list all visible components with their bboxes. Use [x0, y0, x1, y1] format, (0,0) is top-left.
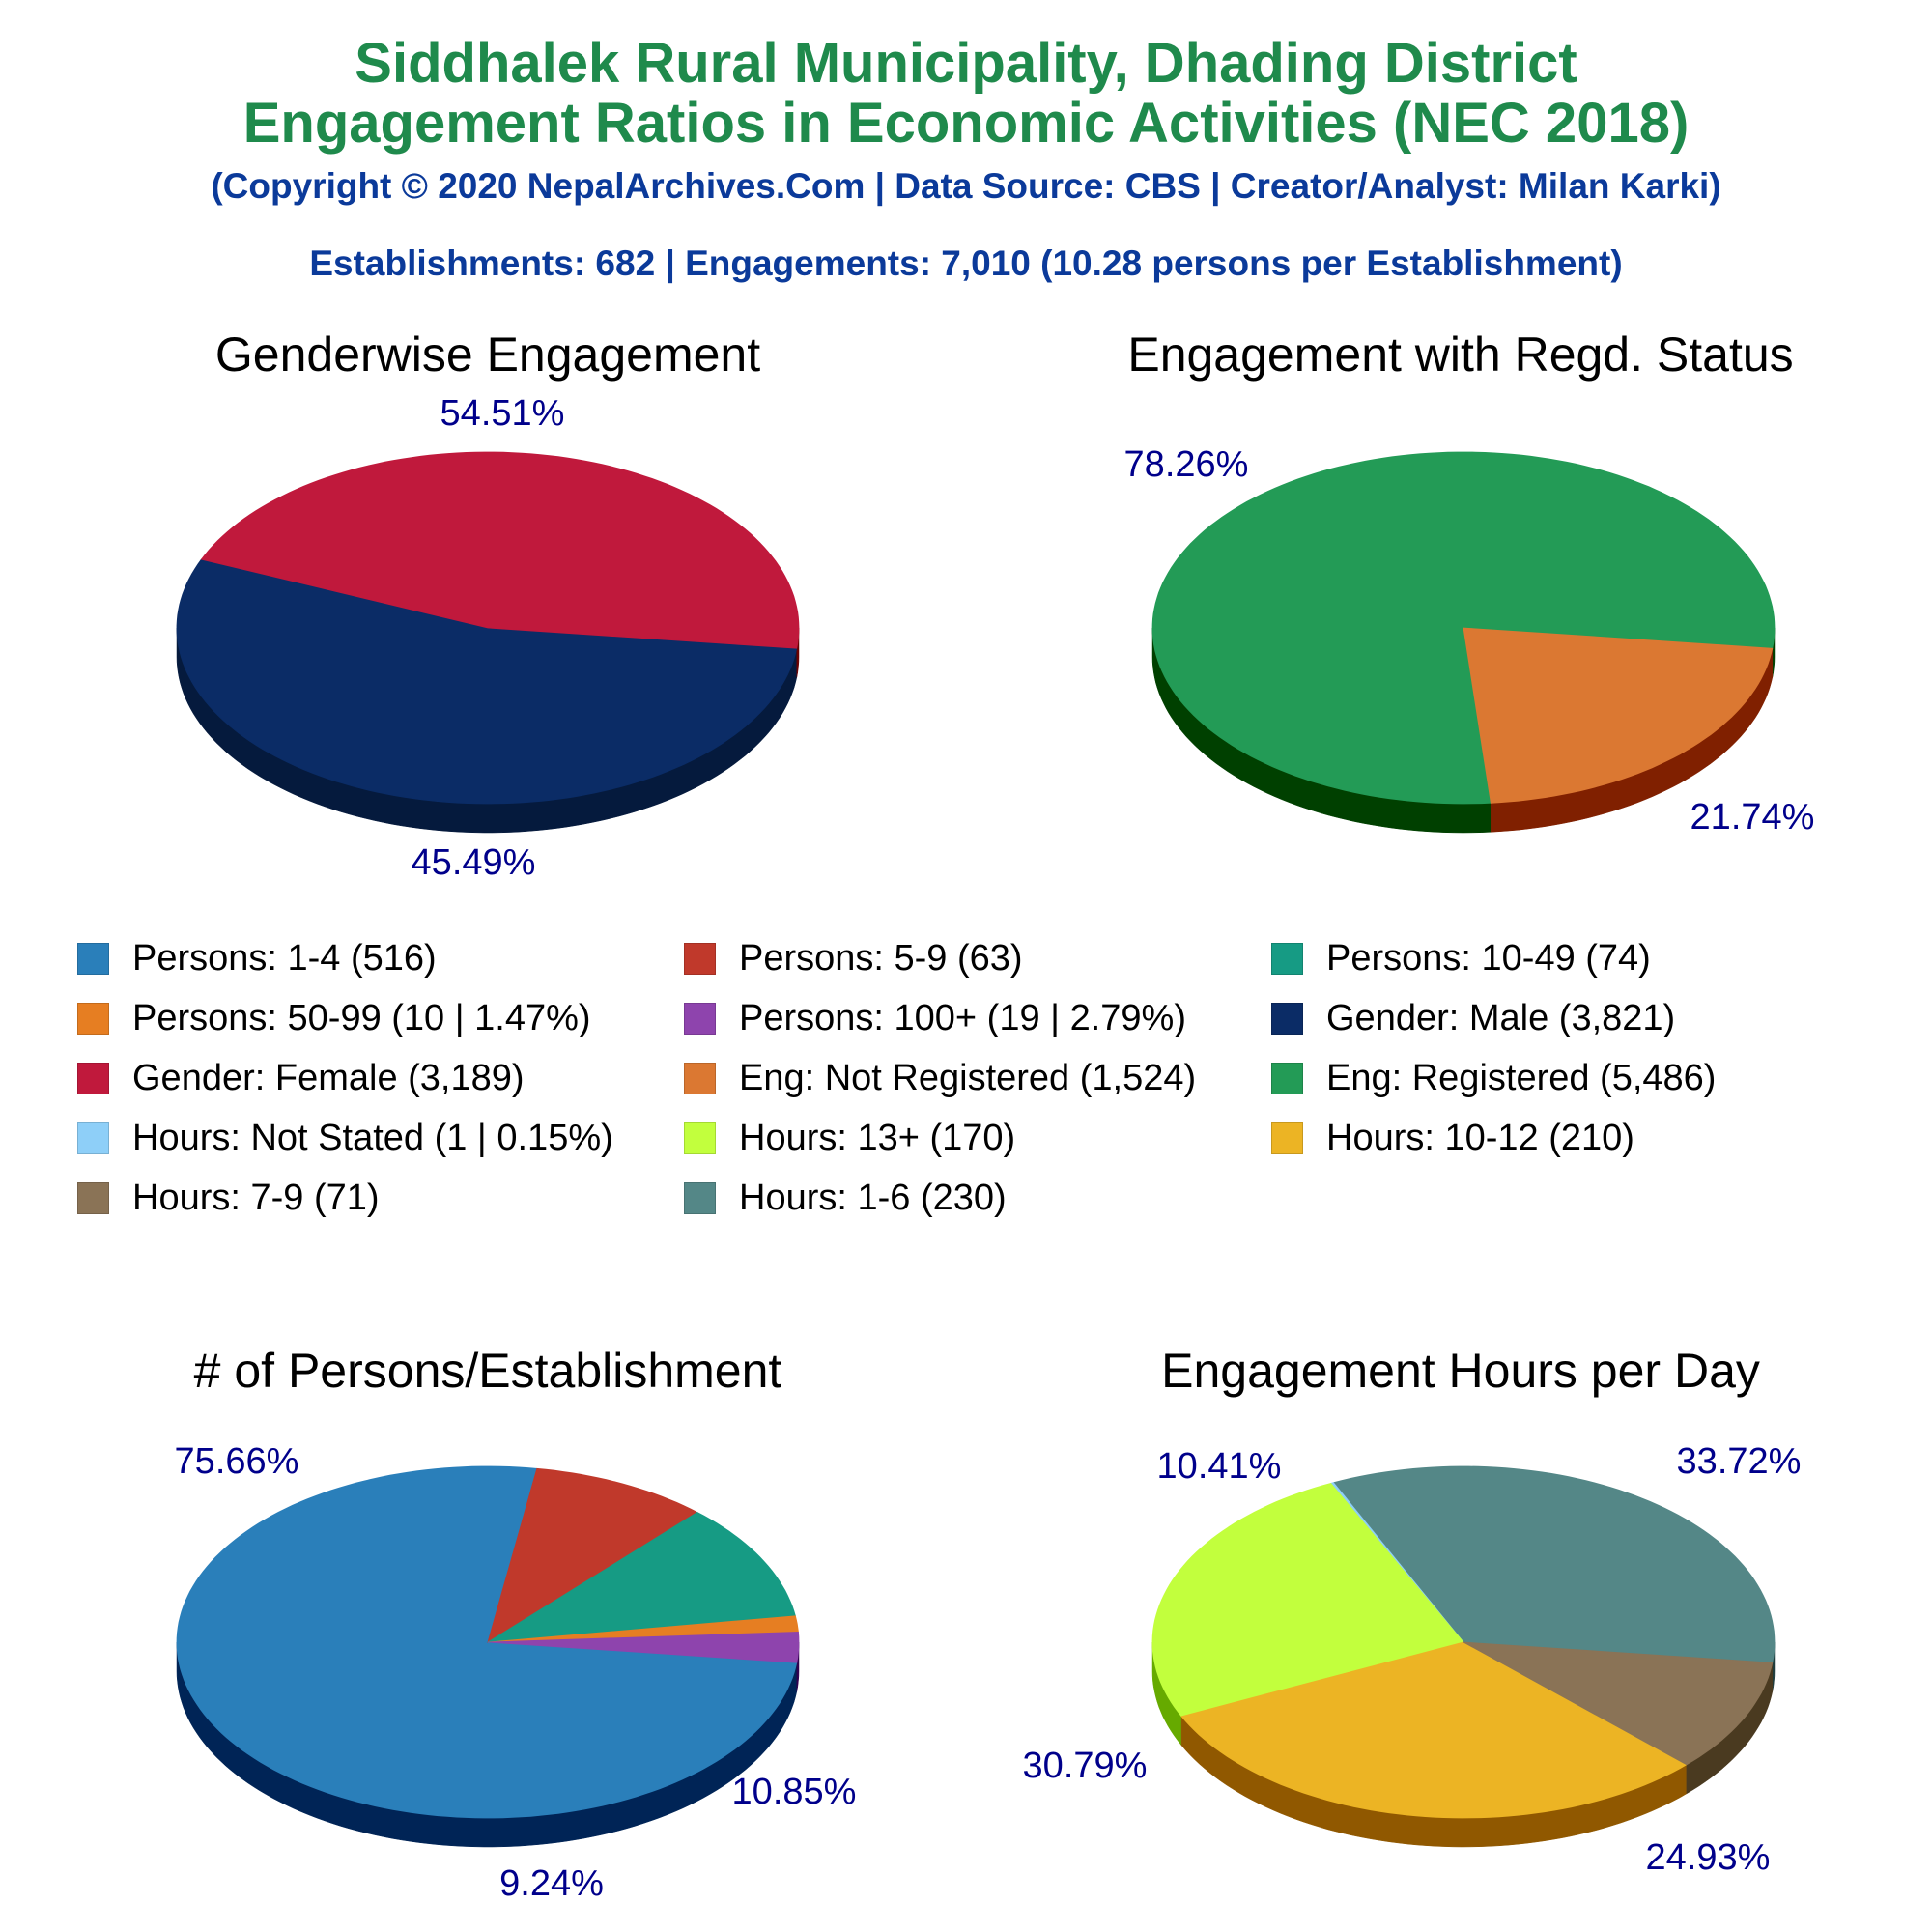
legend-label: Hours: Not Stated (1 | 0.15%): [132, 1117, 613, 1158]
legend-item: Persons: 50-99 (10 | 1.47%): [77, 997, 591, 1039]
pie-title-hours: Engagement Hours per Day: [1161, 1344, 1760, 1398]
pie-slice: [1463, 1641, 1774, 1766]
pie-slice: [176, 558, 798, 805]
legend-label: Persons: 10-49 (74): [1326, 937, 1651, 979]
legend-label: Eng: Not Registered (1,524): [739, 1057, 1197, 1098]
legend-label: Persons: 1-4 (516): [132, 937, 437, 979]
legend-label: Hours: 7-9 (71): [132, 1177, 380, 1218]
pie-chart-4: 33.72% 24.93% 30.79% 10.41%: [1023, 1441, 1802, 1878]
legend-swatch: [77, 1181, 109, 1214]
legend-item: Hours: 1-6 (230): [684, 1177, 1007, 1219]
legend-swatch: [77, 1002, 109, 1035]
pie-percent-label: 75.66%: [175, 1441, 299, 1482]
pie-percent-label: 45.49%: [412, 842, 536, 883]
summary-text: Establishments: 682 | Engagements: 7,010…: [309, 243, 1623, 283]
legend-swatch: [684, 942, 716, 975]
pie-slice: [200, 451, 800, 649]
legend-swatch: [77, 1062, 109, 1094]
pie-percent-label: 33.72%: [1677, 1441, 1802, 1482]
legend-item: Eng: Not Registered (1,524): [684, 1057, 1196, 1099]
pie-title-regd: Engagement with Regd. Status: [1127, 327, 1794, 382]
pie-slice: [487, 1631, 800, 1663]
legend-item: Persons: 5-9 (63): [684, 937, 1023, 980]
pie-percent-label: 9.24%: [499, 1863, 604, 1904]
pie-slice: [1463, 627, 1774, 804]
legend-item: Hours: 13+ (170): [684, 1117, 1015, 1159]
legend-label: Gender: Female (3,189): [132, 1057, 525, 1098]
legend-label: Hours: 13+ (170): [739, 1117, 1016, 1158]
legend-swatch: [684, 1002, 716, 1035]
pie-percent-label: 10.41%: [1157, 1446, 1282, 1487]
legend-label: Hours: 10-12 (210): [1326, 1117, 1634, 1158]
pie-chart-1: 54.51% 45.49%: [176, 393, 800, 883]
pie-percent-label: 24.93%: [1646, 1837, 1771, 1878]
legend-label: Persons: 100+ (19 | 2.79%): [739, 997, 1186, 1038]
pie-title-gender: Genderwise Engagement: [214, 327, 761, 382]
legend-item: Gender: Male (3,821): [1271, 997, 1675, 1039]
legend-item: Hours: Not Stated (1 | 0.15%): [77, 1117, 613, 1159]
legend-swatch: [1271, 1002, 1303, 1035]
legend-item: Hours: 7-9 (71): [77, 1177, 380, 1219]
pie-slice: [1180, 1641, 1688, 1819]
legend-label: Persons: 50-99 (10 | 1.47%): [132, 997, 591, 1038]
legend-label: Persons: 5-9 (63): [739, 937, 1023, 979]
pie-slice: [1151, 1482, 1464, 1718]
pie-chart-3: 75.66% 9.24% 10.85%: [175, 1441, 857, 1904]
legend-item: Persons: 100+ (19 | 2.79%): [684, 997, 1186, 1039]
chart-title-line1: Siddhalek Rural Municipality, Dhading Di…: [355, 32, 1577, 95]
legend-swatch: [77, 942, 109, 975]
legend-swatch: [684, 1181, 716, 1214]
legend-label: Gender: Male (3,821): [1326, 997, 1676, 1038]
legend-label: Hours: 1-6 (230): [739, 1177, 1007, 1218]
legend-label: Eng: Registered (5,486): [1326, 1057, 1717, 1098]
legend-swatch: [1271, 1122, 1303, 1154]
pie-slice: [487, 1467, 698, 1643]
pie-percent-label: 10.85%: [732, 1772, 857, 1812]
pie-percent-label: 21.74%: [1690, 797, 1815, 838]
pie-title-persons: # of Persons/Establishment: [193, 1344, 782, 1398]
chart-title-line2: Engagement Ratios in Economic Activities…: [242, 92, 1690, 155]
copyright-text: (Copyright © 2020 NepalArchives.Com | Da…: [211, 166, 1721, 206]
pie-percent-label: 78.26%: [1124, 444, 1249, 485]
legend-item: Persons: 1-4 (516): [77, 937, 437, 980]
pie-percent-label: 30.79%: [1023, 1746, 1148, 1786]
pie-slice: [176, 1465, 798, 1819]
pie-chart-2: 78.26% 21.74%: [1124, 444, 1815, 838]
legend-item: Persons: 10-49 (74): [1271, 937, 1651, 980]
legend-swatch: [684, 1062, 716, 1094]
pie-slice: [1332, 1465, 1776, 1663]
pie-percent-label: 54.51%: [440, 393, 565, 434]
legend-item: Eng: Registered (5,486): [1271, 1057, 1716, 1099]
legend-swatch: [684, 1122, 716, 1154]
legend-item: Hours: 10-12 (210): [1271, 1117, 1634, 1159]
legend-swatch: [1271, 942, 1303, 975]
legend-item: Gender: Female (3,189): [77, 1057, 525, 1099]
legend-swatch: [77, 1122, 109, 1154]
legend-swatch: [1271, 1062, 1303, 1094]
pie-slice: [487, 1512, 796, 1643]
